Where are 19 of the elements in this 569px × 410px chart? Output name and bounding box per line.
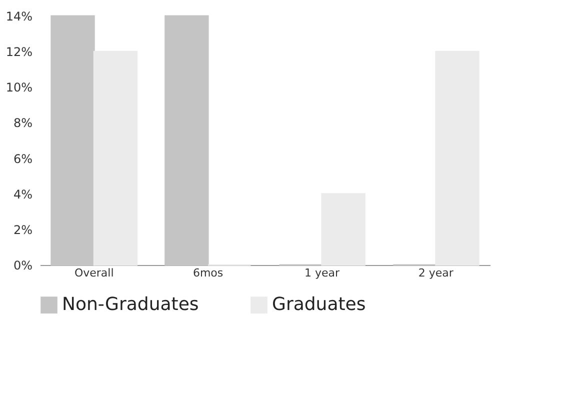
x-tick-label: 1 year xyxy=(304,266,340,280)
y-tick-label: 12% xyxy=(6,45,32,60)
x-tick-label: Overall xyxy=(74,266,114,280)
bar xyxy=(435,50,480,266)
x-tick-label: 6mos xyxy=(192,266,224,280)
bar xyxy=(93,50,138,266)
bar xyxy=(50,15,95,266)
y-tick-label: 4% xyxy=(13,187,32,202)
legend-label: Non-Graduates xyxy=(62,294,199,316)
y-tick-label: 10% xyxy=(6,80,32,95)
y-tick-label: 8% xyxy=(13,116,32,130)
bar xyxy=(321,193,366,266)
x-tick-label: 2 year xyxy=(418,266,454,280)
y-tick-label: 14% xyxy=(6,10,32,24)
y-tick-label: 0% xyxy=(13,258,32,272)
legend-label: Graduates xyxy=(272,294,366,316)
bar xyxy=(164,15,209,266)
y-tick-label: 6% xyxy=(13,152,32,166)
y-tick-label: 2% xyxy=(13,222,32,237)
